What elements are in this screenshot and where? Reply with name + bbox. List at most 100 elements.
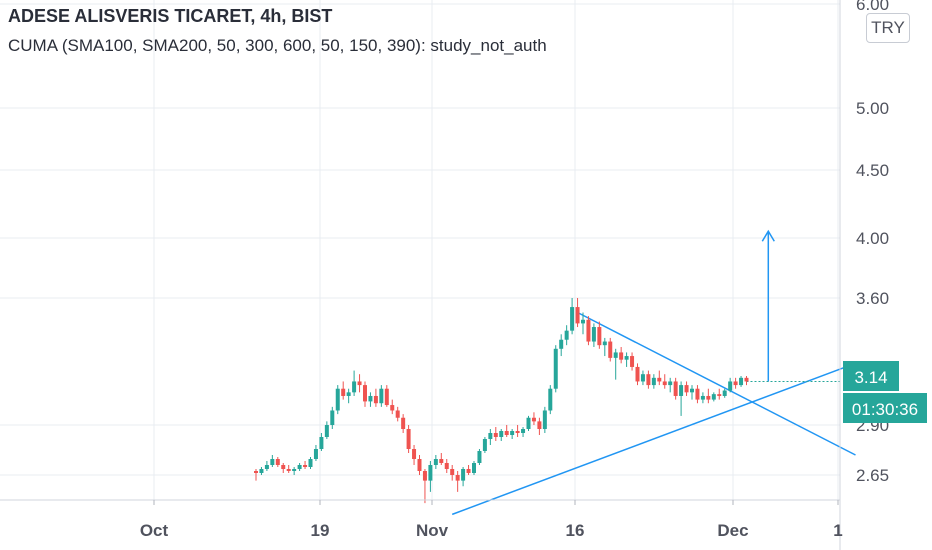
candle xyxy=(548,385,553,415)
currency-button[interactable]: TRY xyxy=(866,13,910,43)
candle xyxy=(395,406,400,422)
candle-body xyxy=(662,381,667,386)
candle-body xyxy=(264,465,269,469)
candle-body xyxy=(553,348,558,389)
candle-body xyxy=(591,327,596,342)
candle-body xyxy=(466,469,471,473)
candle xyxy=(515,425,520,437)
candle xyxy=(717,388,722,400)
candle xyxy=(330,406,335,429)
candle-body xyxy=(303,465,308,467)
resistance-trendline xyxy=(577,311,856,456)
candle xyxy=(482,437,487,453)
candle xyxy=(499,429,504,441)
price-tick-label: 6.00 xyxy=(856,0,889,14)
candle xyxy=(706,388,711,404)
candle-body xyxy=(363,385,367,402)
time-tick-label: 1 xyxy=(833,521,842,540)
candle-body xyxy=(368,395,373,402)
candle xyxy=(313,445,318,461)
candle-body xyxy=(537,421,542,429)
candle xyxy=(690,385,694,400)
candle xyxy=(455,471,460,492)
candle-body xyxy=(493,433,498,437)
candle xyxy=(488,429,493,445)
support-trendline xyxy=(451,362,856,516)
candle xyxy=(602,337,607,357)
candle-body xyxy=(706,395,711,400)
candle xyxy=(308,457,313,469)
price-tick-label: 2.65 xyxy=(856,466,889,485)
candle-body xyxy=(439,459,444,463)
candle-body xyxy=(700,395,705,400)
candle xyxy=(739,376,744,387)
candle-body xyxy=(744,377,749,382)
time-tick-label: 19 xyxy=(311,521,330,540)
grid xyxy=(0,0,840,500)
candle xyxy=(531,412,536,425)
candle xyxy=(292,467,297,475)
candle-body xyxy=(341,388,346,396)
candle xyxy=(640,370,645,386)
candle-body xyxy=(254,471,258,473)
candle xyxy=(679,381,684,416)
candle-body xyxy=(504,431,509,435)
candle xyxy=(521,427,526,437)
candle xyxy=(662,374,667,389)
candle xyxy=(673,377,678,400)
candle-body xyxy=(559,339,564,349)
candle-body xyxy=(373,395,378,404)
candle-body xyxy=(379,388,384,404)
candle xyxy=(373,388,378,407)
candle-body xyxy=(395,410,400,418)
candle xyxy=(303,461,308,469)
candle-body xyxy=(352,381,357,393)
candle-body xyxy=(608,341,613,358)
candle xyxy=(368,392,373,407)
candle-body xyxy=(570,307,575,331)
candle-body xyxy=(695,388,700,400)
candle xyxy=(744,376,749,386)
candle-body xyxy=(613,352,618,358)
candle-body xyxy=(346,392,351,396)
candle-body xyxy=(510,431,515,435)
candle xyxy=(493,427,498,441)
candle xyxy=(586,316,591,346)
candle xyxy=(324,421,329,439)
candle-body xyxy=(722,390,727,396)
price-tick-label: 3.60 xyxy=(856,289,889,308)
time-tick-label: Oct xyxy=(140,521,169,540)
candle-body xyxy=(444,463,449,469)
candle-body xyxy=(739,377,744,386)
candle xyxy=(461,467,466,487)
candle-body xyxy=(679,385,684,396)
candle-body xyxy=(711,394,716,400)
price-tick-label: 4.00 xyxy=(856,229,889,248)
candle-body xyxy=(499,431,504,437)
candle-body xyxy=(406,429,411,449)
candle xyxy=(417,455,422,475)
candle xyxy=(695,385,700,404)
candle xyxy=(711,392,716,402)
candle-body xyxy=(401,417,406,429)
candle-body xyxy=(526,417,531,429)
candle xyxy=(733,377,738,389)
candle-body xyxy=(330,410,335,425)
candle-body xyxy=(308,459,313,467)
candle-body xyxy=(515,431,520,433)
candle xyxy=(630,352,635,371)
candle-body xyxy=(477,451,482,463)
candle-body xyxy=(286,469,291,471)
study-legend[interactable]: CUMA (SMA100, SMA200, 50, 300, 600, 50, … xyxy=(8,36,547,55)
candle xyxy=(651,374,656,389)
candle xyxy=(341,381,346,400)
candle-body xyxy=(624,356,629,360)
price-tick-label: 4.50 xyxy=(856,161,889,180)
symbol-title[interactable]: ADESE ALISVERIS TICARET, 4h, BIST xyxy=(8,6,333,26)
candle-body xyxy=(684,385,689,393)
candle-body xyxy=(472,463,476,473)
candle-body xyxy=(428,465,433,481)
candle-body xyxy=(581,319,585,324)
